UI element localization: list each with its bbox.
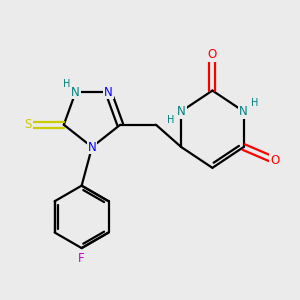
Text: N: N (177, 105, 186, 118)
Text: N: N (71, 85, 80, 98)
Text: N: N (239, 105, 248, 118)
Text: F: F (78, 252, 85, 265)
Text: S: S (25, 118, 32, 131)
Text: N: N (88, 140, 96, 154)
Text: H: H (167, 115, 175, 125)
Text: H: H (251, 98, 259, 108)
Text: N: N (104, 85, 113, 98)
Text: H: H (63, 79, 70, 89)
Text: O: O (208, 48, 217, 62)
Text: O: O (270, 154, 280, 167)
